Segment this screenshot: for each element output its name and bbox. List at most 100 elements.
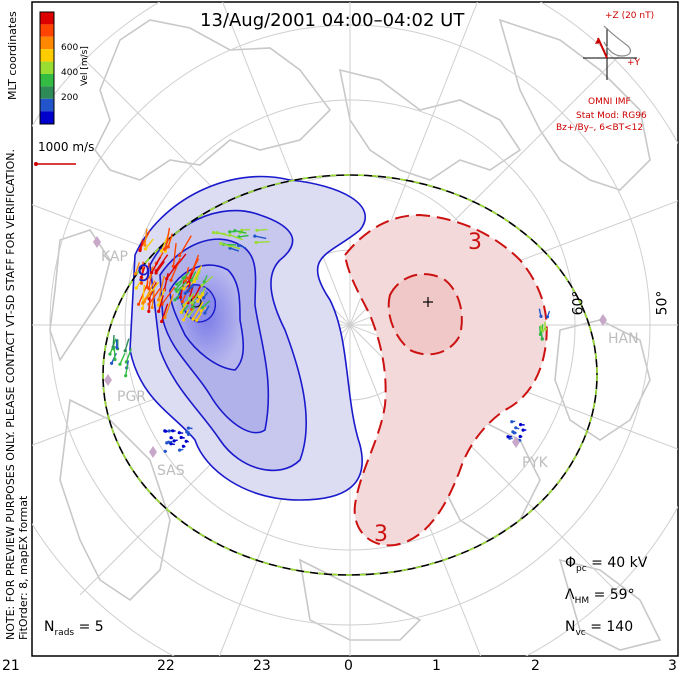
velocity-vector <box>202 300 211 309</box>
velocity-vector <box>181 304 189 313</box>
velocity-colorbar <box>39 11 55 125</box>
preview-note-line1: NOTE: FOR PREVIEW PURPOSES ONLY. PLEASE … <box>4 148 17 640</box>
velocity-vector <box>161 286 176 305</box>
velocity-vector-origin <box>228 230 232 234</box>
velocity-vector <box>540 331 543 340</box>
velocity-vector <box>189 292 195 299</box>
contour-label-positive-top: 3 <box>468 230 482 255</box>
velocity-vector-origin <box>240 228 244 232</box>
colorbar-block <box>40 98 54 112</box>
reference-vector-label: 1000 m/s <box>38 140 95 154</box>
velocity-vector <box>181 436 185 439</box>
station-markers <box>93 236 607 458</box>
velocity-vector <box>201 275 214 286</box>
colorbar-block <box>40 74 54 87</box>
velocity-vector <box>238 234 249 238</box>
velocity-vector <box>141 284 145 304</box>
stat-n-vc: Nvc = 140 <box>565 619 634 638</box>
mlt-tick-1: 1 <box>432 658 441 674</box>
lat-label-50: 50° <box>654 290 671 316</box>
fit-order-note: FitOrder: 8, mapEX format <box>16 495 30 640</box>
velocity-vector <box>191 292 200 304</box>
velocity-vector <box>176 276 187 285</box>
station-label-han: HAN <box>608 331 639 347</box>
velocity-vector <box>197 294 205 302</box>
velocity-vector <box>198 291 205 298</box>
velocity-vector <box>213 231 226 235</box>
colorbar-tick-600: 600 <box>61 43 79 53</box>
velocity-vector <box>166 261 179 280</box>
velocity-vector <box>170 437 174 439</box>
velocity-vector <box>176 281 187 292</box>
velocity-vectors <box>108 227 551 453</box>
mlt-tick-3: 3 <box>668 658 677 674</box>
stat-phi-pc: Φpc = 40 kV <box>565 555 648 574</box>
mlt-tick-21: 21 <box>2 658 20 674</box>
velocity-vector <box>256 228 268 231</box>
mlt-tick-2: 2 <box>531 658 540 674</box>
imf-source: OMNI IMF <box>588 97 631 107</box>
colorbar-block <box>40 111 54 124</box>
velocity-vector <box>539 326 542 335</box>
velocity-vector <box>183 282 190 290</box>
velocity-vector <box>229 234 244 241</box>
velocity-vector <box>112 334 115 348</box>
velocity-vector <box>186 283 194 293</box>
preview-note: NOTE: FOR PREVIEW PURPOSES ONLY. PLEASE … <box>4 148 30 640</box>
mlt-tick-22: 22 <box>157 658 175 674</box>
hm-boundary-dash <box>102 174 598 576</box>
velocity-vector <box>193 285 202 299</box>
station-marker-pgr <box>104 374 112 386</box>
station-label-pgr: PGR <box>117 389 147 405</box>
velocity-vector <box>182 271 190 279</box>
velocity-vector <box>119 352 126 365</box>
velocity-vector <box>200 306 207 312</box>
velocity-vector <box>142 290 153 304</box>
coordinate-system-label: MLT coordinates <box>6 11 19 100</box>
station-marker-kap <box>93 236 101 248</box>
velocity-vector <box>151 256 162 273</box>
velocity-vector <box>155 254 169 272</box>
velocity-vector <box>172 243 177 267</box>
velocity-vector <box>170 257 181 281</box>
colorbar-block <box>40 86 54 99</box>
velocity-vector <box>164 294 174 318</box>
velocity-vector <box>190 271 197 281</box>
velocity-vector <box>229 245 241 250</box>
velocity-vector <box>188 308 196 317</box>
velocity-vector <box>192 301 196 308</box>
velocity-vector <box>192 301 204 320</box>
colorbar-tick-400: 400 <box>61 68 79 78</box>
velocity-vector <box>544 321 547 330</box>
stat-lambda-hm: ΛHM = 59° <box>565 587 635 606</box>
velocity-vector <box>180 301 188 313</box>
station-marker-pyk <box>512 436 520 448</box>
station-marker-han <box>599 314 607 326</box>
velocity-vector <box>515 427 520 430</box>
velocity-vector <box>187 258 200 279</box>
positive-convection-cell <box>343 213 548 547</box>
velocity-vector <box>148 287 161 305</box>
velocity-vector <box>140 266 146 278</box>
velocity-vector <box>134 262 141 275</box>
map-title: 13/Aug/2001 04:00–04:02 UT <box>200 10 465 31</box>
colorbar-block <box>40 61 54 74</box>
reference-vector <box>34 162 76 166</box>
velocity-vector <box>546 310 551 318</box>
velocity-vector <box>540 324 543 332</box>
velocity-vector <box>179 280 185 298</box>
velocity-vector <box>229 247 240 252</box>
velocity-vector <box>538 308 542 317</box>
velocity-vector <box>174 294 180 301</box>
velocity-vector <box>195 270 201 279</box>
mlt-tick-23: 23 <box>253 658 271 674</box>
imf-y-label: +Y <box>627 58 641 68</box>
velocity-vector <box>220 242 230 247</box>
velocity-vector <box>158 295 164 312</box>
velocity-vector <box>145 238 154 250</box>
velocity-vector <box>203 275 208 283</box>
potential-max-marker <box>423 297 433 307</box>
velocity-vector <box>256 241 270 244</box>
negative-convection-cell <box>129 175 367 501</box>
velocity-vector <box>167 233 173 248</box>
